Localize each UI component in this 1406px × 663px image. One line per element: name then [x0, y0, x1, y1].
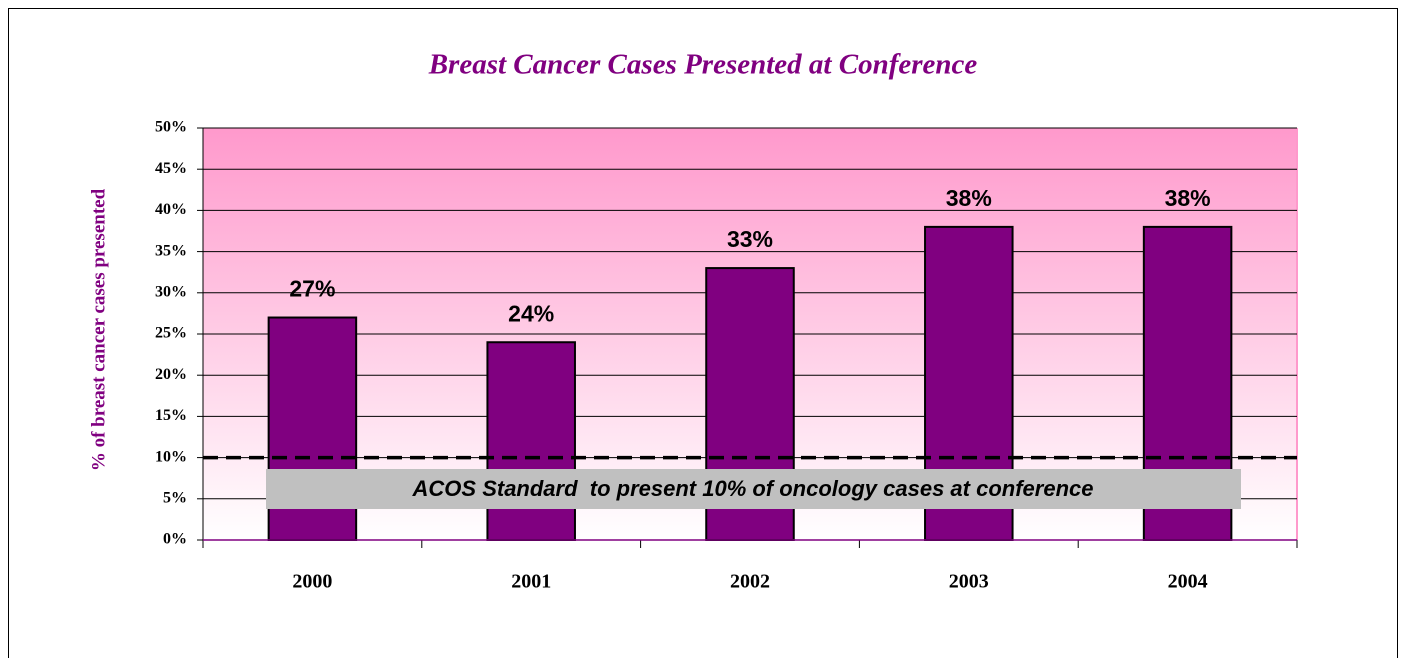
y-tick-label: 10% — [155, 448, 187, 465]
x-tick-label: 2001 — [511, 571, 551, 593]
y-axis-label: % of breast cancer cases presented — [88, 188, 109, 471]
x-tick-label: 2002 — [730, 571, 770, 593]
data-label: 27% — [289, 276, 335, 302]
y-tick-label: 5% — [163, 489, 187, 506]
data-label: 33% — [727, 226, 773, 252]
x-tick-label: 2000 — [292, 571, 332, 593]
x-tick-label: 2003 — [949, 571, 989, 593]
y-tick-label: 45% — [155, 160, 187, 177]
y-tick-label: 40% — [155, 201, 187, 218]
y-tick-label: 15% — [155, 407, 187, 424]
data-label: 38% — [946, 185, 992, 211]
bar — [486, 341, 576, 541]
data-label: 38% — [1165, 185, 1211, 211]
y-tick-label: 20% — [155, 366, 187, 383]
data-label: 24% — [508, 300, 554, 326]
y-tick-label: 30% — [155, 283, 187, 300]
y-tick-label: 0% — [163, 531, 187, 548]
chart-title: Breast Cancer Cases Presented at Confere… — [428, 49, 978, 81]
y-tick-label: 25% — [155, 325, 187, 342]
annotation-box — [266, 469, 1241, 509]
x-tick-label: 2004 — [1168, 571, 1208, 593]
y-tick-label: 35% — [155, 242, 187, 259]
y-tick-label: 50% — [155, 119, 187, 136]
annotation: ACOS Standard to present 10% of oncology… — [412, 476, 1094, 501]
